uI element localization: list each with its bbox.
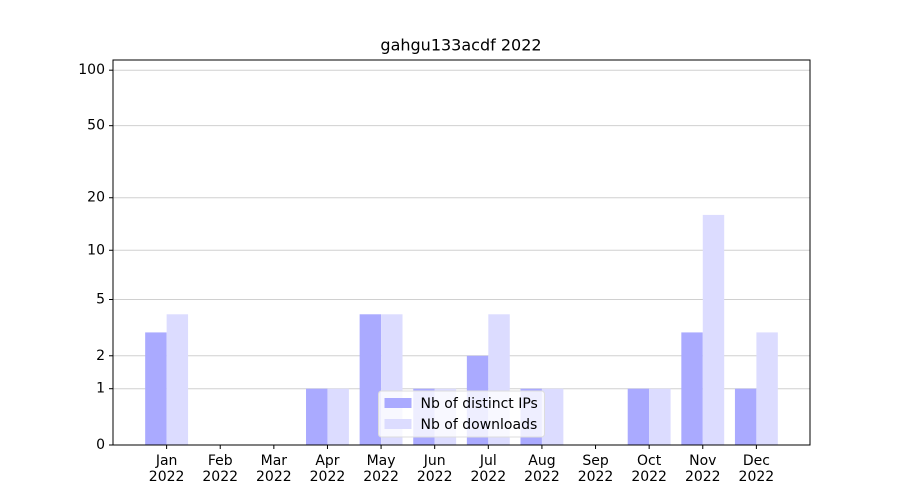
x-tick-label-box: Jun 2022 [416, 453, 453, 485]
x-tick-label-box: Dec 2022 [738, 453, 775, 485]
x-tick-label: Jun 2022 [416, 453, 453, 485]
bar [306, 388, 328, 445]
bar [649, 388, 671, 445]
x-tick-label-box: Jul 2022 [470, 453, 507, 485]
bar [627, 388, 650, 445]
x-tick-label: Jan 2022 [148, 453, 185, 485]
x-tick-label: Aug 2022 [524, 453, 560, 485]
y-tick-label: 2 [96, 348, 105, 364]
x-tick-label: Nov 2022 [684, 453, 721, 485]
x-tick-label: Feb 2022 [202, 453, 239, 485]
y-tick-label: 10 [87, 242, 105, 258]
legend-swatch [384, 398, 412, 408]
x-tick-label: Mar 2022 [256, 453, 292, 485]
legend-box [378, 390, 545, 438]
y-tick-label: 5 [96, 291, 105, 307]
bar [756, 332, 778, 445]
x-tick-label-box: May 2022 [363, 453, 399, 485]
x-tick-label: Jul 2022 [470, 453, 507, 485]
x-tick-label-box: Oct 2022 [631, 453, 667, 485]
y-tick-label: 100 [78, 62, 105, 78]
plot-frame [112, 59, 811, 446]
bar [681, 332, 703, 445]
x-tick-label-box: Feb 2022 [202, 453, 239, 485]
x-tick-label: Sep 2022 [577, 453, 614, 485]
legend-label: Nb of distinct IPs [421, 396, 538, 412]
x-tick-label-box: Jan 2022 [148, 453, 185, 485]
bar [359, 314, 382, 445]
y-tick-label: 20 [87, 190, 105, 206]
bar [541, 388, 564, 445]
x-tick-label: Oct 2022 [631, 453, 667, 485]
x-tick-label-box: Apr 2022 [309, 453, 346, 485]
bar [145, 332, 167, 445]
y-tick-label: 0 [96, 437, 105, 453]
x-tick-label: Dec 2022 [738, 453, 775, 485]
x-tick-label-box: Nov 2022 [684, 453, 721, 485]
bar [166, 314, 189, 445]
y-tick-label: 50 [87, 118, 105, 134]
chart-title: gahgu133acdf 2022 [380, 36, 541, 55]
legend-swatch [384, 419, 412, 429]
bar [702, 214, 725, 445]
bar [327, 388, 349, 445]
bar [734, 388, 757, 445]
y-tick-label: 1 [96, 381, 105, 397]
x-tick-label-box: Sep 2022 [577, 453, 614, 485]
x-tick-label-box: Aug 2022 [524, 453, 560, 485]
legend-label: Nb of downloads [421, 417, 538, 433]
x-tick-label: Apr 2022 [309, 453, 346, 485]
x-tick-label: May 2022 [363, 453, 399, 485]
x-tick-label-box: Mar 2022 [256, 453, 292, 485]
